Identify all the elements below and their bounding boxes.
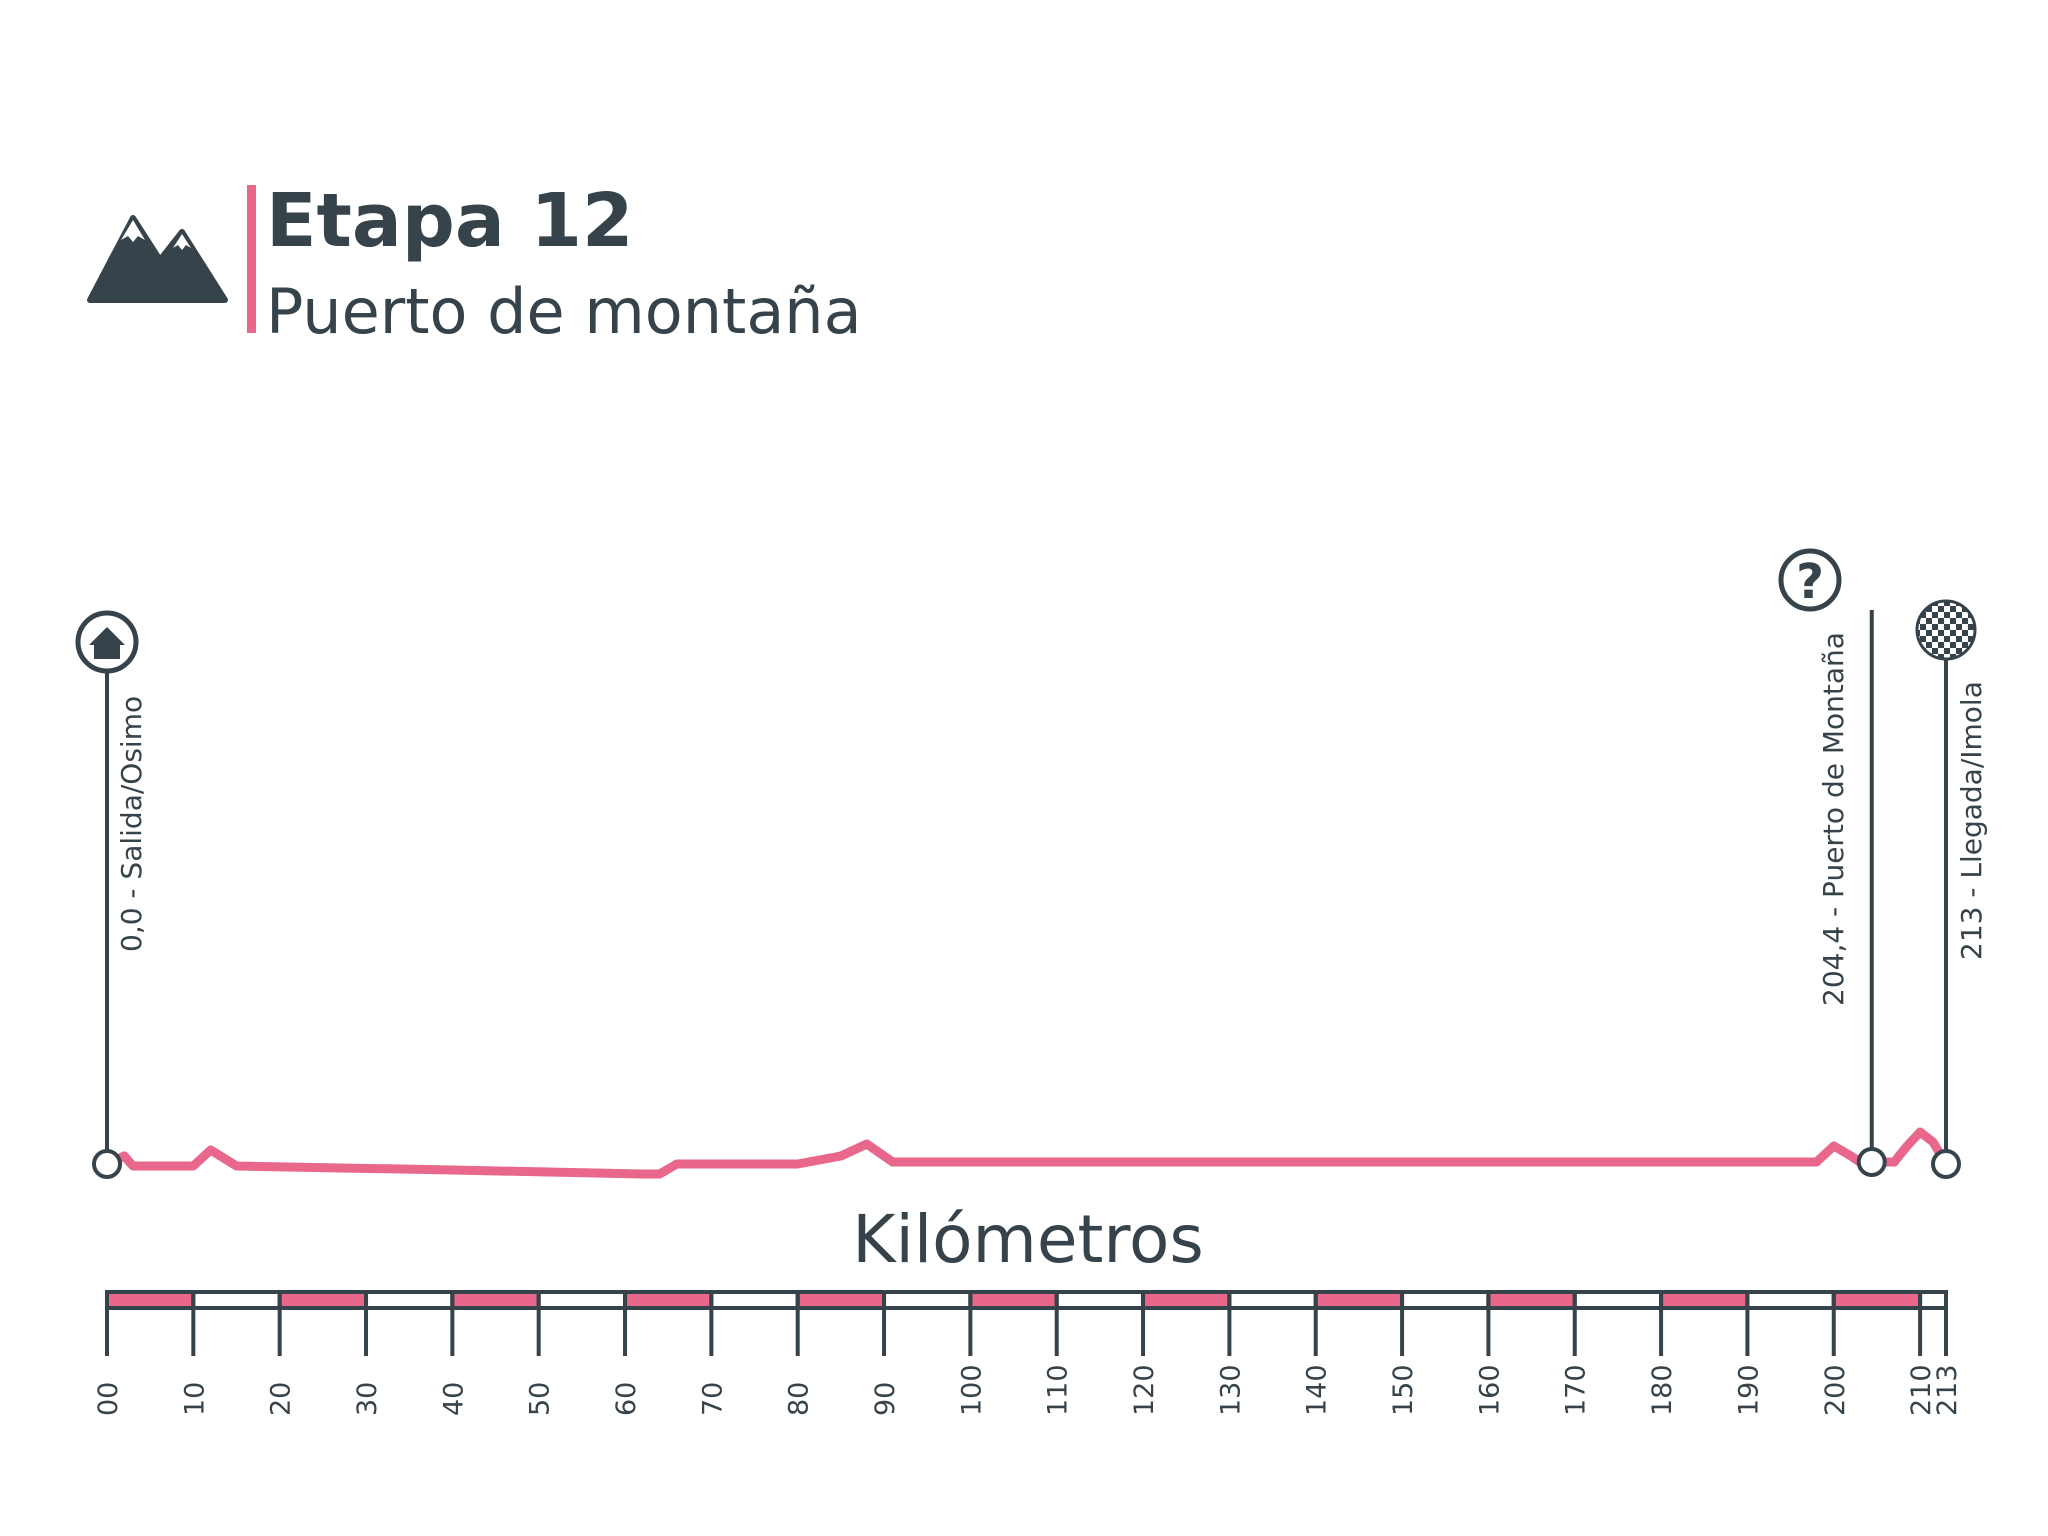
- scale-segment: [1659, 1290, 1750, 1310]
- tick-label: 200: [1820, 1364, 1851, 1416]
- tick-label: 50: [525, 1382, 556, 1416]
- tick-label: 210: [1906, 1364, 1937, 1416]
- scale-segment: [1831, 1290, 1923, 1310]
- tick-label: 140: [1302, 1364, 1333, 1416]
- km-scale-bar: [105, 1290, 1949, 1310]
- scale-segment: [1227, 1290, 1318, 1310]
- scale-segment: [105, 1290, 196, 1310]
- scale-segment: [1400, 1290, 1491, 1310]
- waypoint-label-finish: 213 - Llegada/Imola: [1955, 681, 1988, 960]
- tick-label: 30: [352, 1382, 383, 1416]
- tick-label: 10: [179, 1382, 210, 1416]
- waypoint-label-start: 0,0 - Salida/Osimo: [115, 696, 148, 952]
- header-accent-bar: [247, 185, 256, 333]
- scale-segment: [623, 1290, 714, 1310]
- tick-label: 130: [1215, 1364, 1246, 1416]
- tick-label: 150: [1388, 1364, 1419, 1416]
- tick-label: 180: [1647, 1364, 1678, 1416]
- scale-segment: [1313, 1290, 1405, 1310]
- x-axis-label: Kilómetros: [852, 1201, 1204, 1278]
- question-icon: ?: [1778, 548, 1842, 612]
- waypoint-lines: [105, 610, 1948, 1164]
- tick-label: 60: [611, 1382, 642, 1416]
- tick-label: 90: [870, 1382, 901, 1416]
- tick-label: 190: [1733, 1364, 1764, 1416]
- scale-segment: [1054, 1290, 1146, 1310]
- profile-line: [102, 1127, 1951, 1179]
- elevation-profile: [102, 1127, 1951, 1179]
- waypoint-marker: [92, 1149, 122, 1179]
- scale-segment: [450, 1290, 541, 1310]
- mountain-icon: [87, 215, 228, 303]
- scale-segment: [795, 1290, 887, 1310]
- home-icon: [75, 610, 139, 674]
- tick-label: 213: [1932, 1364, 1963, 1416]
- scale-segment: [364, 1290, 455, 1310]
- scale-segment: [968, 1290, 1059, 1310]
- scale-segment: [277, 1290, 369, 1310]
- tick-label: 40: [438, 1382, 469, 1416]
- tick-label: 160: [1474, 1364, 1505, 1416]
- waypoint-marker: [1856, 1147, 1887, 1177]
- tick-label: 110: [1043, 1364, 1074, 1416]
- tick-label: 80: [784, 1382, 815, 1416]
- scale-segment: [191, 1290, 282, 1310]
- scale-segment: [1745, 1290, 1836, 1310]
- scale-segment: [709, 1290, 800, 1310]
- page-title: Etapa 12: [266, 178, 634, 264]
- tick-label: 00: [93, 1382, 124, 1416]
- page-subtitle: Puerto de montaña: [266, 275, 862, 348]
- tick-label: 100: [956, 1364, 987, 1416]
- scale-segment: [1141, 1290, 1232, 1310]
- waypoint-markers: [92, 1147, 1961, 1179]
- tick-label: 70: [697, 1382, 728, 1416]
- tick-label: 120: [1129, 1364, 1160, 1416]
- scale-segment: [882, 1290, 973, 1310]
- km-ticks: 00 10 20 30 40 50 60 70 80 90 100 110 120 130 140 150 16…: [93, 1292, 1963, 1416]
- scale-segment: [1486, 1290, 1577, 1310]
- scale-segment: [1572, 1290, 1664, 1310]
- tick-label: 170: [1561, 1364, 1592, 1416]
- scale-segment: [536, 1290, 628, 1310]
- scale-segment: [1918, 1290, 1949, 1310]
- finish-flag-icon: [1915, 599, 1977, 661]
- tick-label: 20: [266, 1382, 297, 1416]
- waypoint-label-climb: 204,4 - Puerto de Montaña: [1817, 632, 1850, 1006]
- svg-text:?: ?: [1796, 554, 1824, 610]
- waypoint-marker: [1931, 1149, 1961, 1179]
